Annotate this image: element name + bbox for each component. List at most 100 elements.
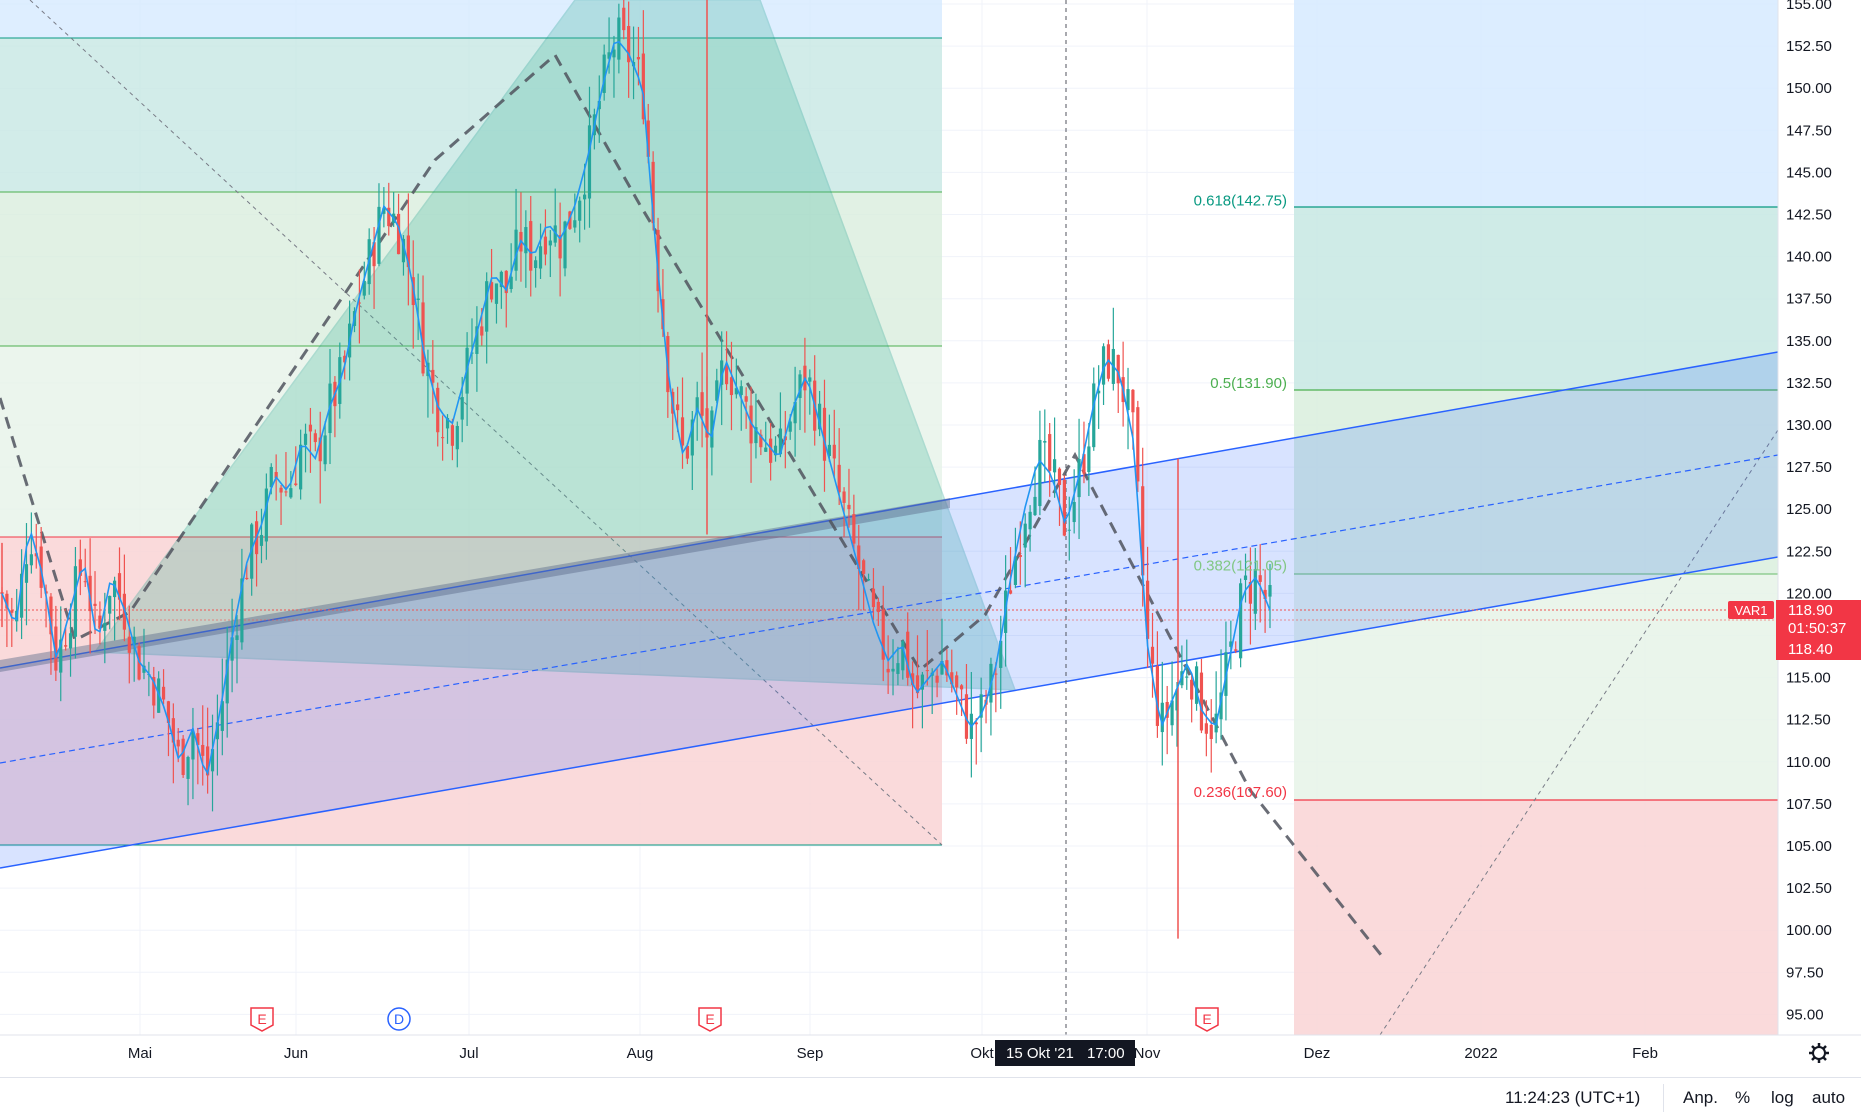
- y-tick-label: 95.00: [1786, 1006, 1824, 1023]
- candle-body: [431, 369, 435, 383]
- candle-body: [891, 668, 895, 672]
- candle-body: [788, 421, 792, 432]
- percent-button[interactable]: %: [1735, 1088, 1751, 1107]
- moving-average-line: [1, 40, 1271, 776]
- candle-body: [744, 396, 748, 402]
- candle-body: [421, 302, 425, 374]
- candle-body: [1190, 679, 1194, 700]
- candle-body: [886, 668, 890, 673]
- candle-body: [1092, 383, 1096, 448]
- candle-body: [264, 488, 268, 542]
- candle-body: [920, 674, 925, 690]
- x-tick-label: Okt: [970, 1045, 994, 1062]
- y-tick-label: 127.50: [1786, 459, 1832, 476]
- candle-body: [1131, 389, 1135, 413]
- candle-body: [1199, 672, 1204, 731]
- y-tick-label: 147.50: [1786, 122, 1832, 139]
- candle-body: [1072, 501, 1076, 523]
- crosshair-time: 17:00: [1087, 1045, 1125, 1062]
- candle-body: [1141, 486, 1145, 576]
- candle-body: [1101, 346, 1106, 385]
- candle-body: [10, 610, 14, 613]
- candle-body: [1194, 666, 1199, 704]
- dividend-marker[interactable]: D: [387, 1007, 411, 1031]
- candle-body: [499, 271, 503, 288]
- symbol-price-tag: VAR1 118.90 01:50:37 118.40: [1728, 600, 1861, 660]
- candle-body: [166, 701, 171, 723]
- candle-body: [127, 636, 131, 653]
- earnings-marker[interactable]: E: [698, 1007, 722, 1032]
- candle-body: [1204, 723, 1208, 734]
- earnings-marker[interactable]: E: [1195, 1007, 1219, 1032]
- candle-body: [651, 161, 655, 224]
- candle-body: [607, 52, 611, 59]
- candle-body: [548, 240, 552, 246]
- candle-body: [416, 298, 420, 300]
- y-tick-label: 132.50: [1786, 375, 1832, 392]
- candle-body: [113, 580, 117, 598]
- log-button[interactable]: log: [1771, 1088, 1794, 1107]
- candle-body: [832, 444, 836, 459]
- candle-body: [485, 281, 489, 332]
- candle-body: [396, 213, 401, 255]
- candle-body: [759, 434, 763, 448]
- candle-body: [357, 302, 361, 304]
- candle-body: [161, 686, 166, 700]
- y-tick-label: 145.00: [1786, 164, 1832, 181]
- candle-body: [54, 626, 58, 671]
- candle-body: [460, 397, 464, 420]
- fib-labels: 0.618(142.75) 0.5(131.90) 0.382(121.05) 0.2…: [1194, 192, 1287, 801]
- candle-body: [475, 326, 479, 354]
- candle-body: [734, 388, 738, 395]
- candle-body: [534, 260, 538, 269]
- candle-body: [294, 483, 298, 485]
- fib-level-label: 0.5(131.90): [1210, 375, 1287, 392]
- earnings-marker[interactable]: E: [250, 1007, 274, 1032]
- candle-body: [739, 386, 743, 396]
- candle-body: [245, 577, 249, 580]
- y-tick-label: 110.00: [1786, 754, 1831, 771]
- price-axis[interactable]: 155.00 152.50 150.00 147.50 145.00 142.50 140.…: [1786, 0, 1832, 1023]
- adjust-button[interactable]: Anp.: [1683, 1088, 1718, 1107]
- candle-body: [93, 603, 97, 606]
- y-tick-label: 140.00: [1786, 249, 1832, 266]
- candle-body: [59, 639, 63, 673]
- y-tick-label: 142.50: [1786, 207, 1832, 224]
- candle-body: [64, 645, 68, 647]
- candle-body: [103, 622, 107, 631]
- candle-body: [573, 220, 577, 228]
- candle-body: [406, 235, 410, 268]
- candle-body: [445, 418, 450, 429]
- time-axis[interactable]: Mai Jun Jul Aug Sep Okt Nov Dez 2022 Feb: [128, 1045, 1658, 1062]
- candle-body: [289, 488, 293, 498]
- candle-body: [720, 360, 724, 385]
- bottom-toolbar: 11:24:23 (UTC+1) Anp. % log auto: [0, 1077, 1861, 1119]
- candle-body: [999, 640, 1003, 668]
- gear-icon[interactable]: [1809, 1043, 1829, 1063]
- candle-body: [1239, 583, 1243, 659]
- candle-body: [117, 573, 122, 600]
- x-tick-label: Mai: [128, 1045, 152, 1062]
- candle-body: [240, 578, 244, 643]
- candle-body: [793, 401, 797, 424]
- right-fib-zones: [1294, 0, 1778, 1035]
- candle-body: [524, 227, 528, 254]
- candle-body: [181, 738, 185, 775]
- candle-body: [504, 270, 508, 294]
- price-chart[interactable]: 0.618(142.75) 0.5(131.90) 0.382(121.05) 0.2…: [0, 0, 1861, 1077]
- candle-body: [538, 246, 543, 269]
- candle-body: [773, 445, 778, 456]
- auto-button[interactable]: auto: [1812, 1088, 1846, 1107]
- candle-body: [387, 207, 391, 227]
- candle-body: [1175, 689, 1179, 711]
- candle-body: [959, 685, 964, 690]
- candle-body: [1146, 580, 1150, 639]
- candle-body: [108, 595, 112, 614]
- candle-body: [142, 665, 146, 673]
- candle-body: [313, 433, 317, 443]
- candle-body: [1243, 575, 1248, 580]
- candle-body: [1170, 700, 1174, 726]
- clock-label[interactable]: 11:24:23 (UTC+1): [1505, 1088, 1641, 1107]
- candle-body: [1038, 439, 1042, 507]
